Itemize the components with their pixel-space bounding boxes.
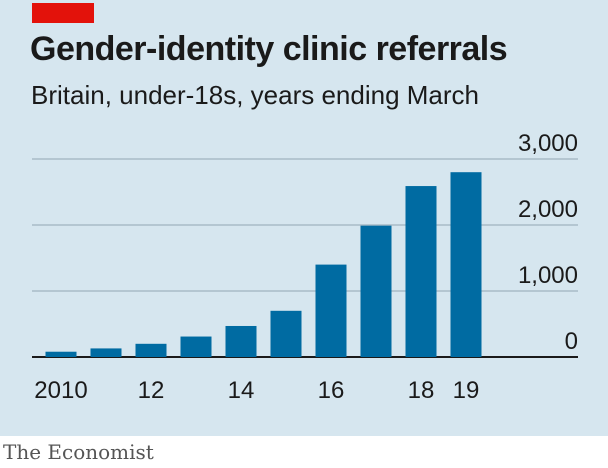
grid-lines bbox=[32, 158, 578, 358]
chart-panel bbox=[0, 0, 608, 436]
y-tick-labels: 0 1,000 2,000 3,000 bbox=[518, 130, 578, 355]
bar-2017 bbox=[360, 225, 392, 357]
bar-2011 bbox=[90, 348, 122, 357]
x-tick-label: 18 bbox=[408, 377, 435, 404]
publisher-credit: The Economist bbox=[3, 440, 154, 464]
chart-title: Gender-identity clinic referrals bbox=[30, 30, 508, 68]
x-tick-label: 14 bbox=[228, 377, 255, 404]
bar-2013 bbox=[180, 336, 212, 357]
x-tick-label: 19 bbox=[453, 377, 480, 404]
bar-2019 bbox=[450, 172, 482, 357]
x-tick-labels: 2010 12 14 16 18 19 bbox=[34, 377, 479, 404]
bar-2014 bbox=[225, 325, 257, 357]
x-tick-label: 12 bbox=[138, 377, 165, 404]
bars bbox=[45, 172, 482, 357]
bar-chart: 0 1,000 2,000 3,000 2010 12 14 16 18 19 bbox=[32, 130, 578, 404]
y-tick-label: 3,000 bbox=[518, 130, 578, 157]
brand-red-tag bbox=[32, 3, 94, 23]
x-tick-label: 16 bbox=[318, 377, 345, 404]
bar-2016 bbox=[315, 264, 347, 357]
y-tick-label: 1,000 bbox=[518, 262, 578, 289]
bar-2010 bbox=[45, 351, 77, 357]
y-tick-label: 0 bbox=[565, 328, 578, 355]
bar-2015 bbox=[270, 310, 302, 357]
bar-2018 bbox=[405, 186, 437, 357]
chart-subtitle: Britain, under-18s, years ending March bbox=[31, 80, 480, 110]
x-tick-label: 2010 bbox=[34, 377, 87, 404]
bar-2012 bbox=[135, 343, 167, 357]
y-tick-label: 2,000 bbox=[518, 196, 578, 223]
